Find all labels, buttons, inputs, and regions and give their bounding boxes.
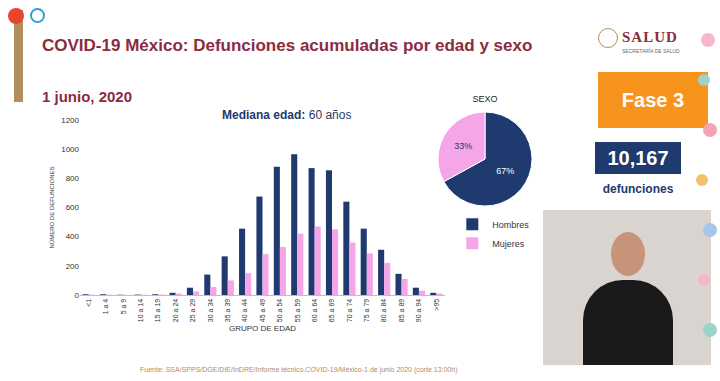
svg-text:50 a 54: 50 a 54 <box>276 299 283 322</box>
svg-text:<1: <1 <box>85 299 92 307</box>
svg-text:60 a 64: 60 a 64 <box>311 299 318 322</box>
svg-text:>95: >95 <box>433 299 440 311</box>
svg-text:800: 800 <box>66 174 80 183</box>
html-text:defunciones: defunciones <box>602 182 674 196</box>
html-text:Fuente: SSA/SPPS/DGE/DIE/InDRE: Fuente: SSA/SPPS/DGE/DIE/InDRE/Informe t… <box>140 366 458 373</box>
svg-text:1 a 4: 1 a 4 <box>102 299 109 315</box>
svg-text:75 a 79: 75 a 79 <box>363 299 370 322</box>
svg-text:70 a 74: 70 a 74 <box>346 299 353 322</box>
svg-text:SEXO: SEXO <box>472 94 497 104</box>
svg-text:200: 200 <box>66 262 80 271</box>
svg-text:15 a 19: 15 a 19 <box>154 299 161 322</box>
svg-text:30 a 34: 30 a 34 <box>207 299 214 322</box>
html-text:COVID-19 México: Defunciones a: COVID-19 México: Defunciones acumuladas … <box>42 36 533 55</box>
svg-text:45 a 49: 45 a 49 <box>259 299 266 322</box>
svg-text:400: 400 <box>66 232 80 241</box>
svg-text:85 a 89: 85 a 89 <box>398 299 405 322</box>
svg-text:600: 600 <box>66 203 80 212</box>
html-text:SECRETARÍA DE SALUD: SECRETARÍA DE SALUD <box>622 48 680 54</box>
html-text:SALUD: SALUD <box>622 29 678 46</box>
svg-text:35 a 39: 35 a 39 <box>224 299 231 322</box>
svg-text:Hombres: Hombres <box>492 220 529 230</box>
svg-text:Mujeres: Mujeres <box>492 239 525 249</box>
html-text:10,167: 10,167 <box>607 146 669 169</box>
svg-text:NÚMERO DE DEFUNCIONES: NÚMERO DE DEFUNCIONES <box>49 166 55 248</box>
svg-text:55 a 59: 55 a 59 <box>294 299 301 322</box>
svg-text:33%: 33% <box>454 141 472 151</box>
html-text:Fase 3: Fase 3 <box>621 88 685 111</box>
html-text:1 junio, 2020: 1 junio, 2020 <box>42 88 132 105</box>
svg-text:67%: 67% <box>496 166 514 176</box>
svg-text:1200: 1200 <box>61 116 79 125</box>
svg-text:40 a 44: 40 a 44 <box>241 299 248 322</box>
svg-text:65 a 69: 65 a 69 <box>328 299 335 322</box>
svg-text:25 a 29: 25 a 29 <box>189 299 196 322</box>
svg-text:90 a 94: 90 a 94 <box>415 299 422 322</box>
html-text:Mediana edad: 60 años: Mediana edad: 60 años <box>222 108 352 122</box>
svg-text:1000: 1000 <box>61 145 79 154</box>
svg-text:5 a 9: 5 a 9 <box>120 299 127 315</box>
svg-text:20 a 24: 20 a 24 <box>172 299 179 322</box>
svg-text:0: 0 <box>75 291 80 300</box>
svg-text:GRUPO DE EDAD: GRUPO DE EDAD <box>229 324 296 333</box>
svg-text:10 a 14: 10 a 14 <box>137 299 144 322</box>
svg-text:80 a 84: 80 a 84 <box>380 299 387 322</box>
